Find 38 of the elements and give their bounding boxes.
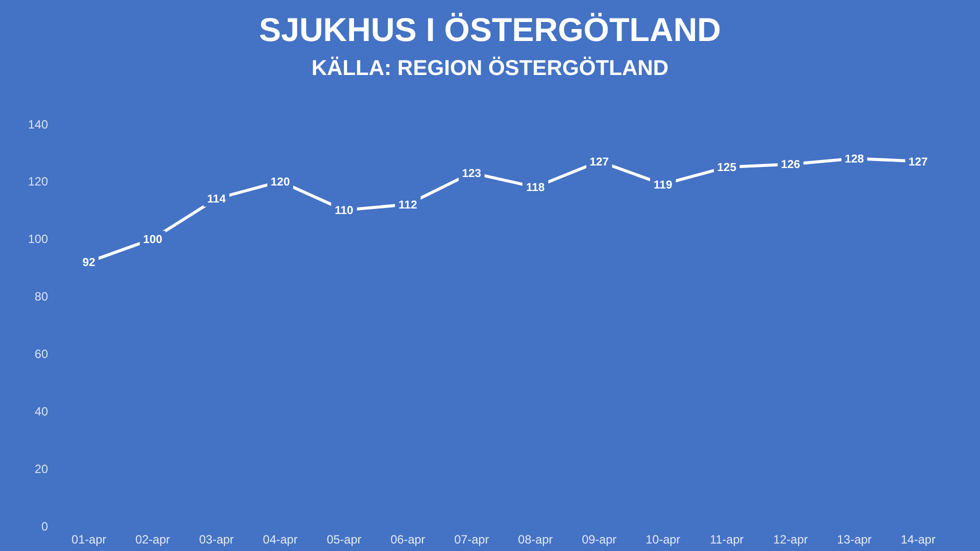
y-tick-label: 0 [41,519,48,534]
y-tick-label: 40 [34,404,48,418]
data-label: 126 [780,159,800,172]
x-tick-label: 07-apr [454,532,489,547]
x-tick-label: 09-apr [582,532,617,547]
data-label: 120 [270,176,290,188]
x-tick-label: 11-apr [710,532,744,547]
x-tick-label: 14-apr [900,532,936,547]
data-label: 128 [844,153,865,166]
y-tick-label: 100 [28,232,48,246]
data-label: 119 [654,179,672,192]
y-tick-label: 60 [34,346,48,361]
x-tick-label: 12-apr [773,532,808,547]
x-tick-label: 10-apr [646,532,680,547]
data-label: 125 [717,162,737,174]
y-tick-label: 140 [28,117,48,132]
data-label: 100 [143,234,162,246]
x-tick-label: 02-apr [135,532,170,547]
data-label: 127 [908,156,928,168]
data-label: 127 [590,156,609,168]
x-tick-label: 04-apr [262,532,298,547]
chart-subtitle: KÄLLA: REGION ÖSTERGÖTLAND [310,55,670,81]
x-tick-label: 08-apr [518,532,553,547]
y-tick-label: 20 [34,462,48,476]
x-tick-label: 06-apr [390,532,426,547]
x-tick-label: 01-apr [72,532,106,547]
x-tick-label: 03-apr [199,532,234,547]
data-label: 118 [526,182,546,194]
y-tick-label: 120 [28,174,48,189]
data-label: 112 [398,199,418,212]
data-label: 92 [82,256,96,269]
chart-title: SJUKHUS I ÖSTERGÖTLAND [258,10,722,50]
data-label: 114 [207,194,226,206]
x-tick-label: 13-apr [836,532,872,547]
data-label: 110 [334,205,354,218]
x-tick-label: 05-apr [326,532,362,547]
data-label: 123 [462,168,482,180]
y-tick-label: 80 [34,290,48,304]
